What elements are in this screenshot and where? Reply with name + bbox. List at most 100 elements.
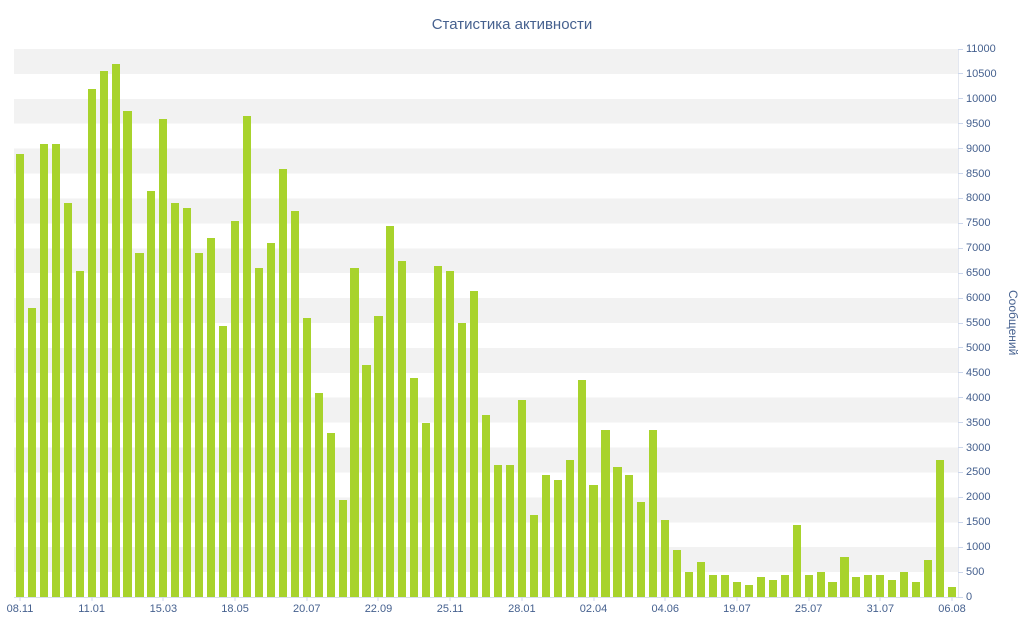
bar[interactable] — [434, 265, 443, 597]
bar[interactable] — [386, 225, 395, 597]
bar[interactable] — [398, 260, 407, 597]
bar[interactable] — [792, 524, 801, 597]
bar[interactable] — [99, 71, 108, 597]
x-tick-mark — [91, 597, 93, 601]
bar[interactable] — [195, 253, 204, 597]
bar[interactable] — [15, 153, 25, 597]
bar[interactable] — [231, 220, 240, 597]
bar[interactable] — [481, 415, 491, 597]
bar[interactable] — [577, 380, 586, 597]
bar[interactable] — [565, 460, 574, 597]
bar[interactable] — [804, 574, 813, 597]
x-tick-label: 25.07 — [794, 603, 823, 615]
y-tick-label: 7000 — [966, 242, 991, 255]
y-tick-mark — [958, 422, 963, 424]
bar[interactable] — [87, 88, 96, 597]
bar[interactable] — [111, 63, 120, 597]
bar[interactable] — [589, 484, 598, 597]
bar[interactable] — [661, 519, 670, 597]
y-tick: 5500 — [958, 317, 990, 329]
y-tick: 7500 — [958, 217, 990, 229]
bar[interactable] — [207, 238, 216, 597]
bar[interactable] — [768, 579, 777, 597]
bar[interactable] — [75, 270, 84, 597]
y-tick: 6500 — [958, 267, 990, 279]
bar[interactable] — [422, 422, 431, 597]
bar[interactable] — [840, 557, 849, 597]
bar[interactable] — [947, 587, 957, 597]
bar[interactable] — [27, 308, 36, 597]
bar[interactable] — [242, 116, 252, 597]
bar[interactable] — [290, 210, 299, 597]
y-tick: 2500 — [958, 466, 990, 478]
y-tick-label: 6000 — [966, 292, 991, 305]
bar[interactable] — [673, 549, 682, 597]
bar[interactable] — [326, 432, 335, 597]
bar[interactable] — [625, 474, 634, 597]
bar[interactable] — [732, 582, 741, 597]
bar[interactable] — [266, 243, 275, 597]
bar[interactable] — [410, 377, 419, 597]
bar[interactable] — [338, 499, 347, 597]
y-tick-label: 0 — [966, 591, 973, 603]
y-tick-mark — [958, 447, 963, 449]
bar[interactable] — [446, 270, 455, 597]
y-tick-mark — [958, 222, 963, 224]
bar[interactable] — [876, 574, 885, 597]
bar[interactable] — [374, 315, 383, 597]
bar[interactable] — [219, 325, 228, 597]
bar[interactable] — [613, 467, 622, 597]
bar[interactable] — [147, 190, 156, 597]
bar[interactable] — [469, 290, 479, 597]
bar[interactable] — [278, 168, 287, 597]
bar[interactable] — [924, 559, 933, 597]
y-tick-mark — [958, 123, 963, 125]
bar[interactable] — [350, 268, 359, 597]
bar[interactable] — [39, 143, 48, 597]
bar[interactable] — [517, 400, 526, 597]
bar[interactable] — [254, 268, 264, 597]
x-tick-mark — [162, 597, 164, 601]
bar[interactable] — [135, 253, 144, 597]
bar[interactable] — [637, 502, 646, 597]
bar[interactable] — [553, 479, 562, 597]
y-tick-label: 8500 — [966, 167, 991, 180]
bar[interactable] — [864, 574, 873, 597]
bar[interactable] — [63, 203, 72, 597]
bar[interactable] — [541, 474, 550, 597]
bar[interactable] — [708, 574, 718, 597]
bar[interactable] — [828, 582, 837, 597]
bar[interactable] — [493, 464, 502, 597]
bar[interactable] — [314, 392, 323, 597]
bar[interactable] — [685, 572, 694, 597]
x-tick-label: 02.04 — [579, 603, 608, 615]
bar[interactable] — [458, 323, 467, 597]
bar[interactable] — [720, 574, 730, 597]
bar[interactable] — [505, 464, 514, 597]
bar[interactable] — [183, 208, 192, 597]
y-tick-mark — [958, 48, 963, 50]
y-tick-mark — [958, 571, 963, 573]
y-tick-mark — [958, 471, 963, 473]
bar[interactable] — [601, 430, 610, 597]
bar[interactable] — [912, 582, 921, 597]
x-tick-label: 25.11 — [436, 603, 464, 615]
bar[interactable] — [159, 118, 168, 597]
bar[interactable] — [936, 460, 945, 597]
bar[interactable] — [756, 577, 765, 597]
bar[interactable] — [816, 572, 825, 597]
bar[interactable] — [852, 577, 861, 597]
bar[interactable] — [362, 365, 371, 597]
bar[interactable] — [529, 514, 538, 597]
bar[interactable] — [744, 584, 753, 597]
bar[interactable] — [171, 203, 180, 597]
y-tick: 3000 — [958, 442, 990, 454]
bar[interactable] — [51, 143, 60, 597]
bar[interactable] — [302, 318, 311, 597]
bar[interactable] — [900, 572, 909, 597]
bar[interactable] — [888, 579, 897, 597]
bar[interactable] — [123, 111, 132, 597]
bar[interactable] — [697, 562, 706, 597]
bar[interactable] — [780, 574, 789, 597]
bar[interactable] — [649, 430, 658, 597]
